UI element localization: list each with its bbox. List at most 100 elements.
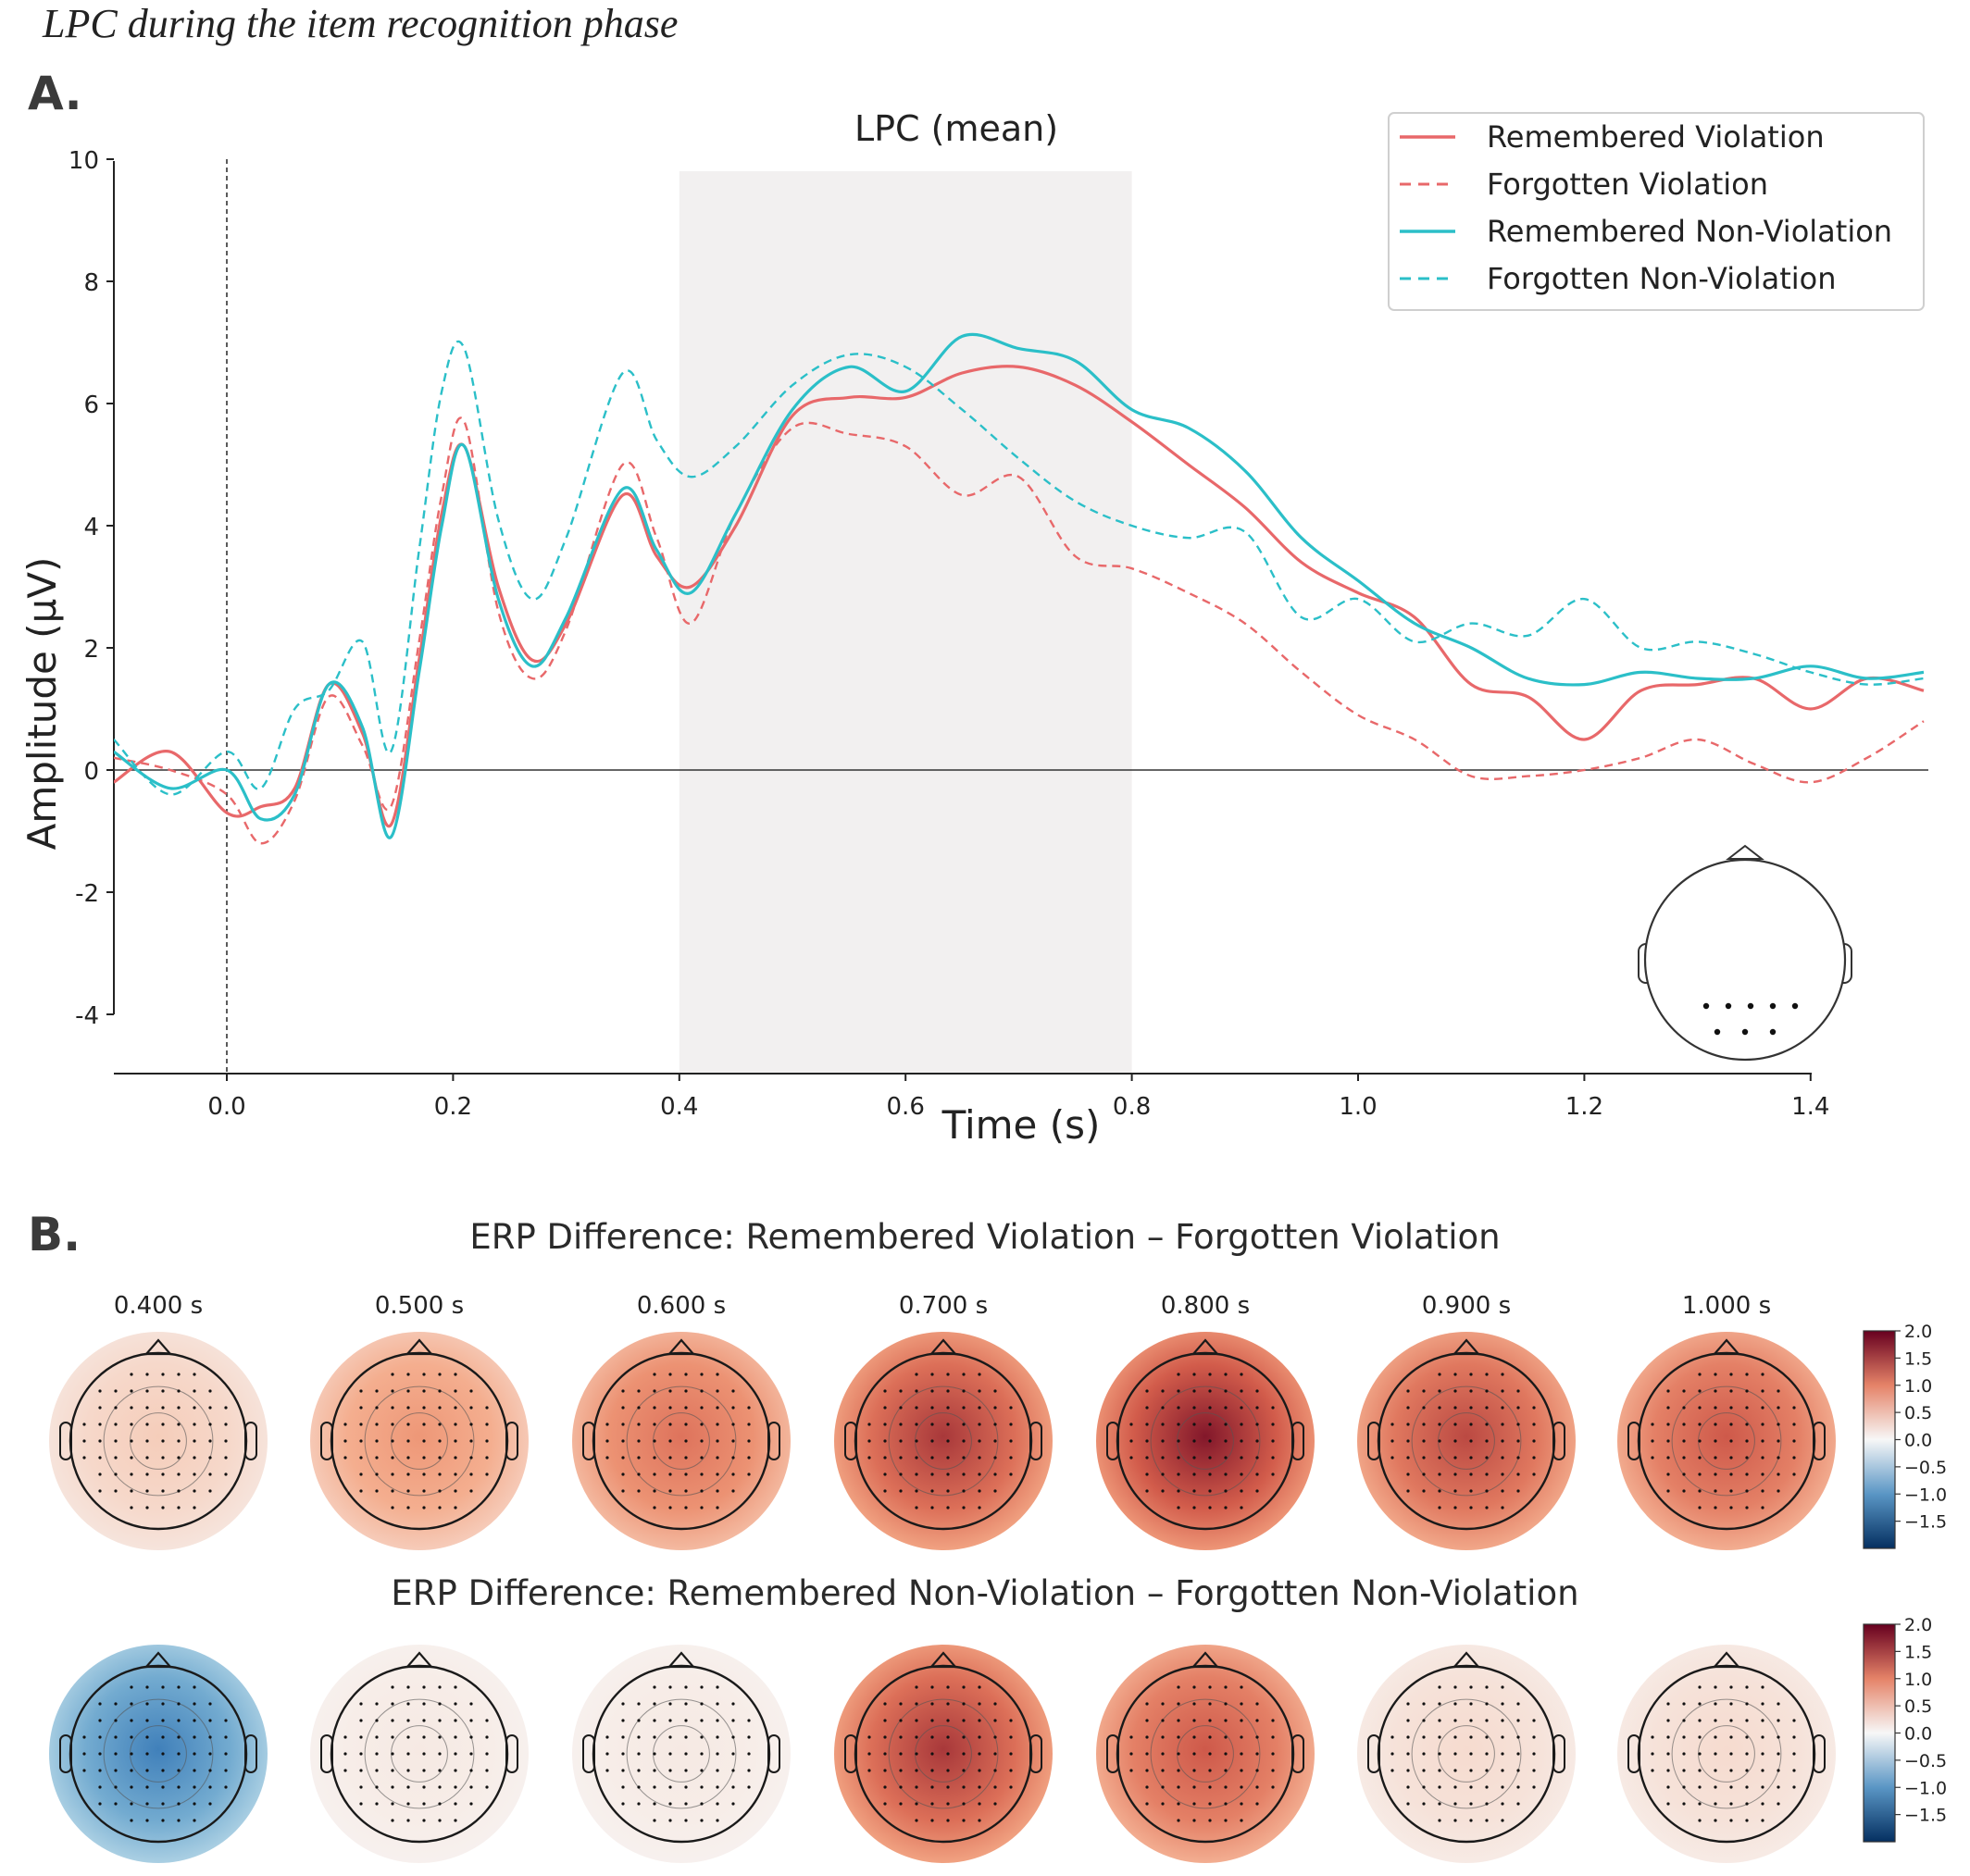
topomap [1096, 1645, 1315, 1863]
contour-line [1671, 1385, 1782, 1497]
nose-icon [1712, 1651, 1741, 1669]
topomap-time-label: 0.800 s [1161, 1292, 1250, 1320]
right-ear-icon [505, 1422, 518, 1460]
y-tick-label: 10 [69, 147, 99, 175]
colorbar: 2.0 1.5 1.0 0.5 0.0 −0.5 −1.0 −1.5 [1863, 1615, 1947, 1843]
colorbar-tick-label: 1.0 [1904, 1376, 1932, 1397]
nose-icon [1452, 1651, 1481, 1669]
colorbar-tick-label: 1.5 [1904, 1348, 1932, 1369]
y-tick-label: 0 [83, 758, 99, 786]
colorbar: 2.0 1.5 1.0 0.5 0.0 −0.5 −1.0 −1.5 [1863, 1322, 1947, 1549]
nose-icon [1191, 1338, 1220, 1356]
topomap-field [310, 1332, 529, 1550]
head-outline-icon [1643, 858, 1847, 1062]
topomap-field [1617, 1645, 1836, 1863]
electrode-grid [867, 1373, 1013, 1509]
contour-line [1411, 1698, 1522, 1809]
nose-icon [143, 1338, 173, 1356]
topomap-time-label: 0.600 s [637, 1292, 726, 1320]
legend-box [1388, 112, 1925, 311]
erp-line-chart: 10 8 6 4 2 0 -2 -4 0.0 0.2 0.4 0.6 0.8 1.0 1.2 1.4 LPC … [19, 108, 1928, 1148]
colorbar-tick-label: −1.0 [1904, 1485, 1947, 1505]
colorbar-tick-label: 0.5 [1904, 1696, 1932, 1717]
colorbar-tick-label: −1.0 [1904, 1778, 1947, 1798]
x-tick-label: 0.6 [887, 1093, 925, 1121]
topomap-field [572, 1332, 791, 1550]
right-ear-icon [1813, 1422, 1826, 1460]
colorbar-tick-label: −0.5 [1904, 1458, 1947, 1478]
topomap-field [1357, 1332, 1576, 1550]
left-ear-icon [582, 1422, 595, 1460]
colorbar-scale [1863, 1330, 1896, 1549]
left-ear-icon [1627, 1734, 1640, 1773]
electrode-grid [605, 1373, 751, 1509]
y-tick-label: 4 [83, 514, 99, 541]
x-tick-label: 0.0 [207, 1093, 245, 1121]
topomap-time-label: 0.700 s [899, 1292, 988, 1320]
electrode-dot [1747, 1002, 1754, 1010]
colorbar-scale [1863, 1623, 1896, 1843]
nose-icon [405, 1338, 434, 1356]
x-tick-label: 1.4 [1791, 1093, 1829, 1121]
right-ear-icon [1029, 1422, 1042, 1460]
panel-b-label: B. [28, 1208, 81, 1261]
x-axis-label: Time (s) [941, 1102, 1101, 1148]
topomap-field [1096, 1645, 1315, 1863]
electrode-dot [1714, 1028, 1721, 1036]
electrode-dot [1741, 1028, 1749, 1036]
colorbar-tick-label: 1.0 [1904, 1670, 1932, 1690]
electrode-dot [1769, 1028, 1777, 1036]
electrode-grid [867, 1685, 1013, 1822]
colorbar-tick-label: −1.5 [1904, 1512, 1947, 1533]
electrode-grid [82, 1373, 228, 1509]
left-ear-icon [1106, 1734, 1119, 1773]
nose-icon [667, 1338, 696, 1356]
contour-line [364, 1698, 475, 1809]
topomap-time-label: 0.900 s [1422, 1292, 1511, 1320]
topomap [1357, 1645, 1576, 1863]
electrode-grid [1390, 1685, 1536, 1822]
electrode-dot [1725, 1002, 1732, 1010]
topomap [572, 1645, 791, 1863]
topomap-time-label: 0.500 s [375, 1292, 464, 1320]
left-ear-icon [1367, 1422, 1380, 1460]
x-tick-label: 0.4 [660, 1093, 698, 1121]
topomap-field [49, 1332, 268, 1550]
electrode-grid [1390, 1373, 1536, 1509]
topomap: 0.700 s [834, 1292, 1053, 1550]
contour-line [888, 1698, 999, 1809]
x-tick-label: 0.8 [1113, 1093, 1151, 1121]
chart-title: LPC (mean) [854, 108, 1058, 149]
electrode-head-inset [1638, 844, 1852, 1062]
colorbar-tick-label: 2.0 [1904, 1322, 1932, 1342]
series-line-forgotten-non-violation [114, 340, 1925, 796]
electrode-grid [82, 1685, 228, 1822]
contour-line [364, 1385, 475, 1497]
contour-line [103, 1385, 214, 1497]
electrode-grid [1651, 1685, 1796, 1822]
row-2-title: ERP Difference: Remembered Non-Violation… [391, 1573, 1579, 1613]
colorbar-tick-label: 0.5 [1904, 1403, 1932, 1423]
topomap [49, 1645, 268, 1863]
right-ear-icon [1813, 1734, 1826, 1773]
contour-line [626, 1698, 737, 1809]
topomap-field [310, 1645, 529, 1863]
nose-icon [1712, 1338, 1741, 1356]
right-ear-icon [767, 1422, 780, 1460]
topomap-field [1096, 1332, 1315, 1550]
topomap-row-1: 0.400 s 0.500 s 0.600 s 0.700 s 0.800 s 0.900… [49, 1292, 1947, 1550]
electrode-grid [343, 1373, 489, 1509]
topomap-time-label: 1.000 s [1682, 1292, 1771, 1320]
right-ear-icon [505, 1734, 518, 1773]
left-ear-icon [1106, 1422, 1119, 1460]
colorbar-tick-label: 0.0 [1904, 1724, 1932, 1745]
topomap-field [834, 1645, 1053, 1863]
contour-line [626, 1385, 737, 1497]
panel-a-label: A. [28, 67, 82, 120]
y-tick-label: 2 [83, 636, 99, 664]
contour-line [1150, 1698, 1261, 1809]
topomap-field [572, 1645, 791, 1863]
left-ear-icon [320, 1422, 333, 1460]
y-tick-label: 6 [83, 391, 99, 419]
topomap: 0.800 s [1096, 1292, 1315, 1550]
